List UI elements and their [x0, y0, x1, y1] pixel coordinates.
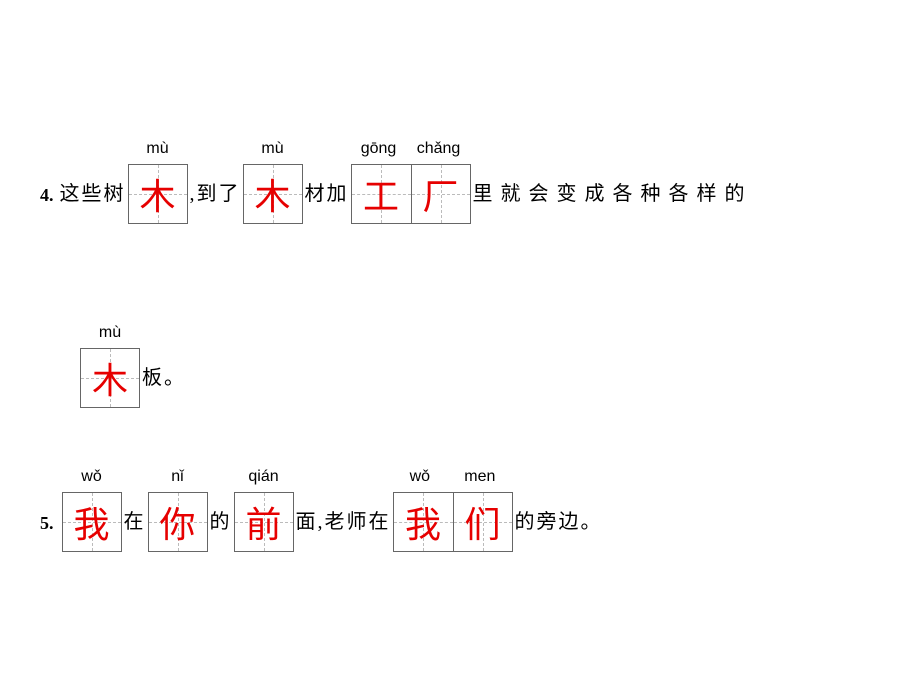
q4-box-4: mù 木 [80, 324, 140, 408]
q4-pinyin-3: gōng chǎng [351, 140, 471, 160]
q5-hanzi-3: 前 [245, 496, 281, 548]
q5-box-1: wǒ 我 [62, 468, 122, 552]
q5-hanzi-4b: 们 [464, 496, 500, 548]
q4-text-5: 板。 [142, 361, 186, 390]
q5-text-4: 的旁边。 [515, 505, 603, 534]
q4-box-3: gōng chǎng 工 厂 [351, 140, 471, 224]
q4-doublebox-3: 工 厂 [351, 164, 471, 224]
q4-pinyin-3a: gōng [361, 140, 397, 160]
q5-pinyin-3: qián [248, 468, 278, 488]
q4-hanzi-1: 木 [139, 168, 175, 220]
q5-number: 5. [40, 513, 54, 534]
question-5-row: 5. wǒ 我 在 nǐ 你 的 qián 前 面,老师在 wǒ men 我 们 [40, 468, 880, 552]
q5-pinyin-1: wǒ [81, 468, 101, 488]
q5-doublebox-4: 我 们 [393, 492, 513, 552]
q4-text-3: 材加 [305, 177, 349, 206]
q4-number: 4. [40, 185, 54, 206]
q4-box-2: mù 木 [243, 140, 303, 224]
q4-text-2: ,到了 [190, 177, 241, 206]
q5-hanzi-1: 我 [73, 496, 109, 548]
q5-charbox-3: 前 [234, 492, 294, 552]
q5-box-4: wǒ men 我 们 [393, 468, 513, 552]
q4-pinyin-2: mù [261, 140, 283, 160]
q5-charbox-4a: 我 [393, 492, 453, 552]
q5-charbox-4b: 们 [453, 492, 513, 552]
q5-box-2: nǐ 你 [148, 468, 208, 552]
q5-charbox-1: 我 [62, 492, 122, 552]
q4-charbox-2: 木 [243, 164, 303, 224]
q4-hanzi-4: 木 [92, 352, 128, 404]
q4-pinyin-1: mù [146, 140, 168, 160]
question-4-row: 4. 这些树 mù 木 ,到了 mù 木 材加 gōng chǎng 工 厂 里… [40, 140, 880, 408]
q4-charbox-3b: 厂 [411, 164, 471, 224]
q4-hanzi-3a: 工 [363, 168, 399, 220]
q5-hanzi-4a: 我 [405, 496, 441, 548]
q5-box-3: qián 前 [234, 468, 294, 552]
q5-text-1: 在 [124, 505, 146, 534]
q4-text-1: 这些树 [60, 177, 126, 206]
q4-charbox-1: 木 [128, 164, 188, 224]
q5-text-3: 面,老师在 [296, 505, 391, 534]
q4-charbox-3a: 工 [351, 164, 411, 224]
q4-hanzi-3b: 厂 [422, 168, 458, 220]
q5-pinyin-2: nǐ [171, 468, 183, 488]
q5-pinyin-4a: wǒ [410, 468, 430, 488]
q4-pinyin-4: mù [99, 324, 121, 344]
q4-pinyin-3b: chǎng [417, 140, 461, 160]
q5-pinyin-4: wǒ men [393, 468, 513, 488]
q5-text-2: 的 [210, 505, 232, 534]
q5-charbox-2: 你 [148, 492, 208, 552]
q4-charbox-4: 木 [80, 348, 140, 408]
q4-box-1: mù 木 [128, 140, 188, 224]
q4-hanzi-2: 木 [254, 168, 290, 220]
q5-pinyin-4b: men [464, 468, 495, 488]
q4-text-4: 里就会变成各种各样的 [473, 177, 753, 206]
q5-hanzi-2: 你 [159, 496, 195, 548]
